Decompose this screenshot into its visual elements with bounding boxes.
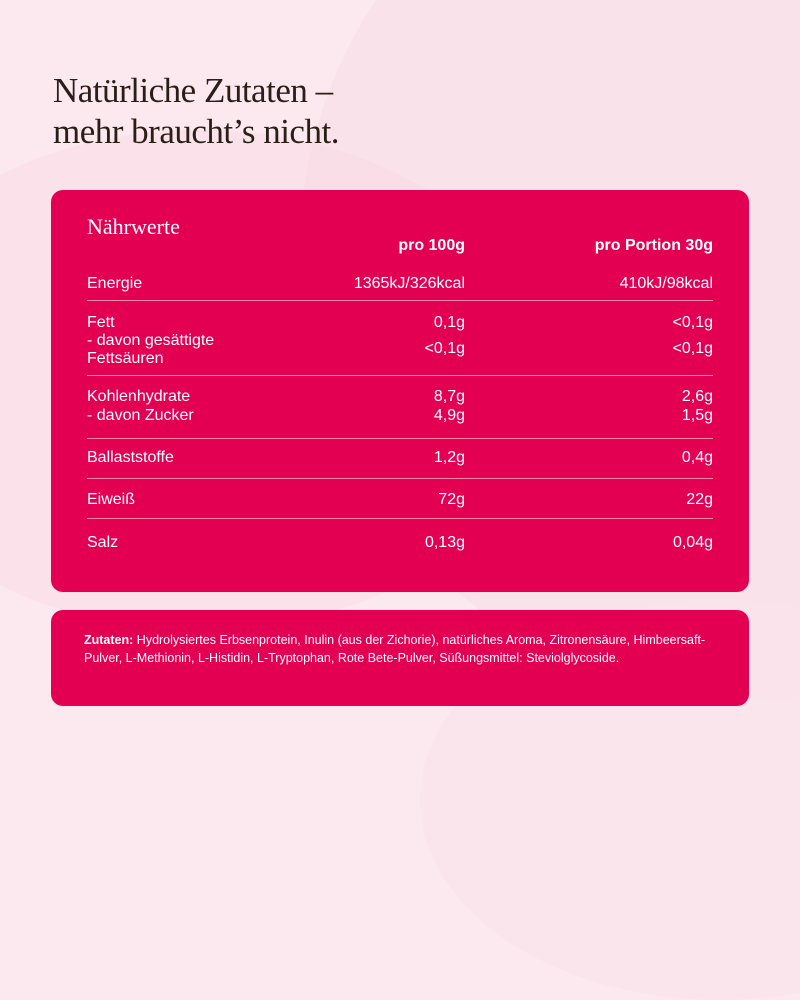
row-label: - davon Zucker: [87, 407, 194, 424]
row-label: Ballaststoffe: [87, 449, 174, 466]
value-per-100g: <0,1g: [424, 340, 465, 357]
divider: [87, 300, 713, 301]
nutrition-title: Nährwerte: [87, 214, 180, 239]
value-per-portion: 410kJ/98kcal: [619, 275, 713, 292]
divider: [87, 375, 713, 376]
divider: [87, 478, 713, 479]
column-header-per-portion: pro Portion 30g: [594, 237, 713, 254]
value-per-100g: 1365kJ/326kcal: [353, 275, 465, 292]
value-per-100g: 1,2g: [433, 449, 465, 466]
value-per-100g: 72g: [438, 491, 465, 508]
headline-line-1: Natürliche Zutaten –: [53, 71, 333, 110]
row-label: Eiweiß: [87, 491, 136, 508]
headline-line-2: mehr braucht’s nicht.: [53, 112, 339, 151]
divider: [87, 518, 713, 519]
value-per-100g: 0,13g: [424, 534, 465, 551]
ingredients-text: Zutaten: Hydrolysiertes Erbsenprotein, I…: [84, 631, 719, 667]
value-per-100g: 0,1g: [433, 314, 465, 331]
ingredients-label: Zutaten:: [84, 633, 134, 647]
value-per-portion: 2,6g: [681, 388, 713, 405]
ingredients-card: Zutaten: Hydrolysiertes Erbsenprotein, I…: [51, 610, 749, 706]
row-label-continued: Fettsäuren: [87, 350, 164, 367]
value-per-portion: <0,1g: [672, 340, 713, 357]
row-label: Kohlenhydrate: [87, 388, 191, 405]
value-per-100g: 8,7g: [433, 388, 465, 405]
row-label: Energie: [87, 275, 143, 292]
value-per-portion: 22g: [686, 491, 713, 508]
row-label: Fett: [87, 314, 115, 331]
row-label: Salz: [87, 534, 119, 551]
value-per-portion: 1,5g: [681, 407, 713, 424]
ingredients-list: Hydrolysiertes Erbsenprotein, Inulin (au…: [84, 633, 706, 665]
page-headline: Natürliche Zutaten – mehr braucht’s nich…: [53, 70, 339, 152]
nutrition-table-card: Nährwerte pro 100g pro Portion 30g Energ…: [51, 190, 749, 592]
value-per-portion: <0,1g: [672, 314, 713, 331]
value-per-portion: 0,04g: [672, 534, 713, 551]
column-header-per-100g: pro 100g: [398, 237, 465, 254]
row-label: - davon gesättigte: [87, 332, 215, 349]
divider: [87, 438, 713, 439]
value-per-portion: 0,4g: [681, 449, 713, 466]
value-per-100g: 4,9g: [433, 407, 465, 424]
